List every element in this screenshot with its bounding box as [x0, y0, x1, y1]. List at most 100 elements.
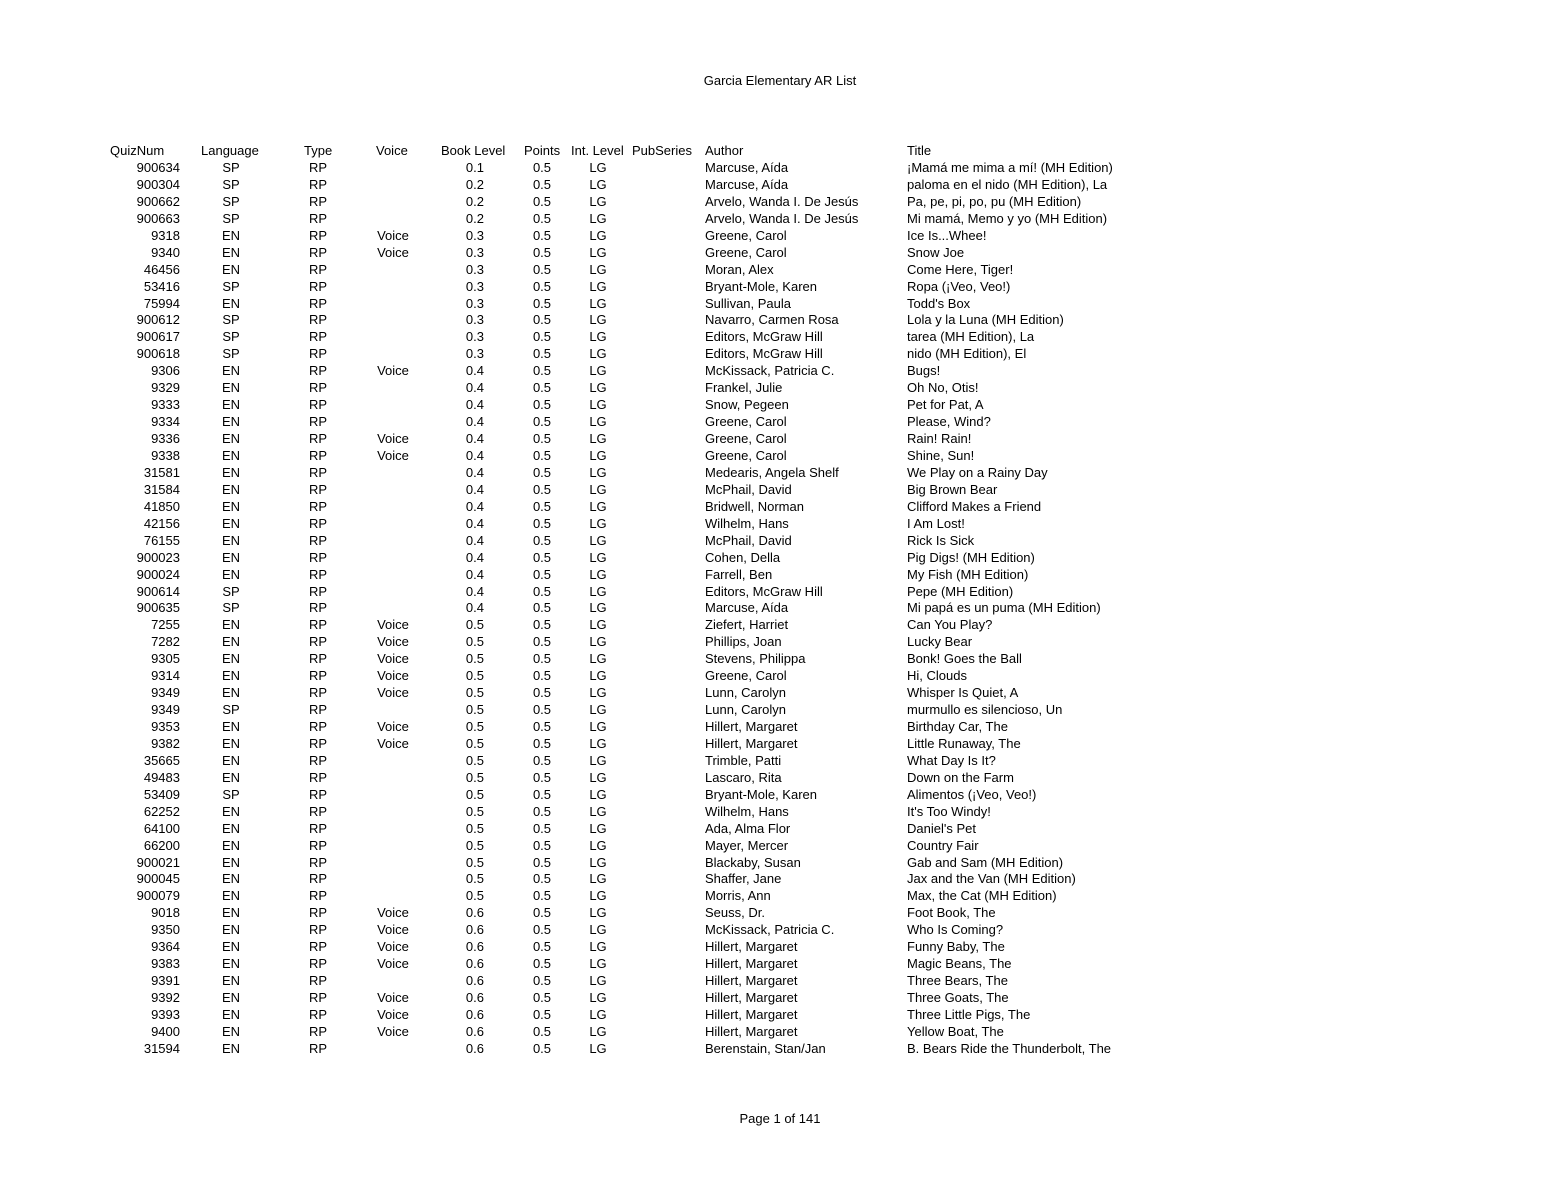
cell-points: 0.5 [532, 854, 552, 870]
cell-type: RP [308, 549, 328, 565]
column-header-type: Type [304, 143, 333, 158]
cell-title: Yellow Boat, The [907, 1023, 1004, 1039]
cell-int-level: LG [589, 295, 607, 311]
cell-quiz-num: 9333 [151, 397, 180, 413]
cell-type: RP [308, 1007, 328, 1022]
cell-author: McPhail, David [705, 481, 792, 497]
cell-book-level: 0.5 [465, 634, 484, 650]
cell-language: EN [221, 515, 241, 531]
column-header-language: Language [201, 143, 259, 158]
cell-voice: Voice [377, 668, 409, 684]
cell-int-level: LG [589, 210, 607, 226]
table-row: 900614 SP RP 0.4 0.5 LG Editors, McGraw Hill Pe… [0, 583, 1560, 600]
cell-author: Hillert, Margaret [705, 735, 798, 751]
cell-type: RP [308, 617, 328, 633]
cell-int-level: LG [589, 939, 607, 955]
cell-quiz-num: 31584 [143, 481, 180, 497]
table-row: 35665 EN RP 0.5 0.5 LG Trimble, Patti What Day … [0, 752, 1560, 769]
cell-book-level: 0.2 [465, 210, 484, 226]
cell-book-level: 0.5 [465, 668, 484, 684]
cell-type: RP [308, 1023, 328, 1039]
cell-type: RP [308, 515, 328, 531]
table-row: 9018 EN RP Voice 0.6 0.5 LG Seuss, Dr. Foot Book… [0, 904, 1560, 921]
cell-language: EN [221, 854, 241, 870]
cell-title: Jax and the Van (MH Edition) [907, 871, 1076, 887]
cell-voice: Voice [377, 735, 409, 751]
cell-points: 0.5 [532, 346, 552, 362]
cell-author: Lascaro, Rita [705, 769, 782, 785]
cell-type: RP [308, 193, 328, 209]
cell-language: EN [221, 769, 241, 785]
cell-quiz-num: 53409 [143, 786, 180, 802]
cell-points: 0.5 [532, 295, 552, 311]
cell-author: Trimble, Patti [705, 752, 782, 768]
cell-points: 0.5 [532, 380, 552, 396]
cell-title: Lucky Bear [907, 634, 973, 650]
cell-int-level: LG [589, 261, 607, 277]
cell-title: Birthday Car, The [907, 719, 1008, 735]
cell-int-level: LG [589, 769, 607, 785]
cell-points: 0.5 [532, 312, 552, 328]
cell-quiz-num: 9392 [151, 990, 180, 1006]
cell-language: EN [221, 685, 241, 701]
cell-type: RP [308, 668, 328, 684]
cell-points: 0.5 [532, 431, 552, 447]
cell-points: 0.5 [532, 481, 552, 497]
cell-points: 0.5 [532, 363, 552, 379]
table-row: 9400 EN RP Voice 0.6 0.5 LG Hillert, Margaret Ye… [0, 1023, 1560, 1040]
cell-book-level: 0.3 [465, 244, 484, 260]
cell-language: EN [221, 414, 241, 430]
cell-type: RP [308, 498, 328, 514]
cell-author: Greene, Carol [705, 244, 787, 260]
cell-type: RP [308, 1040, 328, 1056]
cell-book-level: 0.6 [465, 1023, 484, 1039]
column-header-title: Title [907, 143, 932, 158]
cell-quiz-num: 7282 [151, 634, 180, 650]
cell-type: RP [308, 312, 328, 328]
cell-book-level: 0.2 [465, 176, 484, 192]
cell-author: Hillert, Margaret [705, 1023, 798, 1039]
cell-quiz-num: 41850 [143, 498, 180, 514]
cell-type: RP [308, 871, 328, 887]
cell-language: EN [221, 227, 241, 243]
cell-book-level: 0.4 [465, 380, 484, 396]
cell-language: EN [221, 481, 241, 497]
cell-title: Clifford Makes a Friend [907, 498, 1042, 514]
cell-language: EN [221, 261, 241, 277]
cell-type: RP [308, 160, 328, 175]
document-title: Garcia Elementary AR List [703, 73, 857, 88]
cell-int-level: LG [589, 532, 607, 548]
cell-int-level: LG [589, 346, 607, 362]
cell-language: EN [221, 905, 241, 921]
table-row: 900634 SP RP 0.1 0.5 LG Marcuse, Aída ¡Mamá me … [0, 159, 1560, 176]
cell-title: nido (MH Edition), El [907, 346, 1027, 362]
cell-title: Mi papá es un puma (MH Edition) [907, 600, 1101, 616]
cell-quiz-num: 900618 [136, 346, 180, 362]
cell-language: EN [221, 651, 241, 667]
cell-int-level: LG [589, 464, 607, 480]
cell-type: RP [308, 329, 328, 345]
cell-int-level: LG [589, 278, 607, 294]
cell-points: 0.5 [532, 160, 552, 175]
cell-int-level: LG [589, 905, 607, 921]
column-header-book-level: Book Level [441, 143, 506, 158]
cell-quiz-num: 9318 [151, 227, 180, 243]
cell-language: SP [222, 193, 240, 209]
cell-int-level: LG [589, 973, 607, 989]
cell-author: Wilhelm, Hans [705, 515, 789, 531]
cell-author: Arvelo, Wanda I. De Jesús [705, 210, 859, 226]
cell-type: RP [308, 481, 328, 497]
table-row: 9318 EN RP Voice 0.3 0.5 LG Greene, Carol Ice Is… [0, 227, 1560, 244]
cell-int-level: LG [589, 431, 607, 447]
cell-type: RP [308, 685, 328, 701]
cell-type: RP [308, 769, 328, 785]
cell-author: Seuss, Dr. [705, 905, 765, 921]
cell-title: Please, Wind? [907, 414, 991, 430]
cell-quiz-num: 9383 [151, 956, 180, 972]
cell-type: RP [308, 837, 328, 853]
cell-quiz-num: 900662 [136, 193, 180, 209]
cell-int-level: LG [589, 668, 607, 684]
cell-book-level: 0.4 [465, 363, 484, 379]
cell-language: SP [222, 210, 240, 226]
cell-author: Lunn, Carolyn [705, 702, 786, 718]
